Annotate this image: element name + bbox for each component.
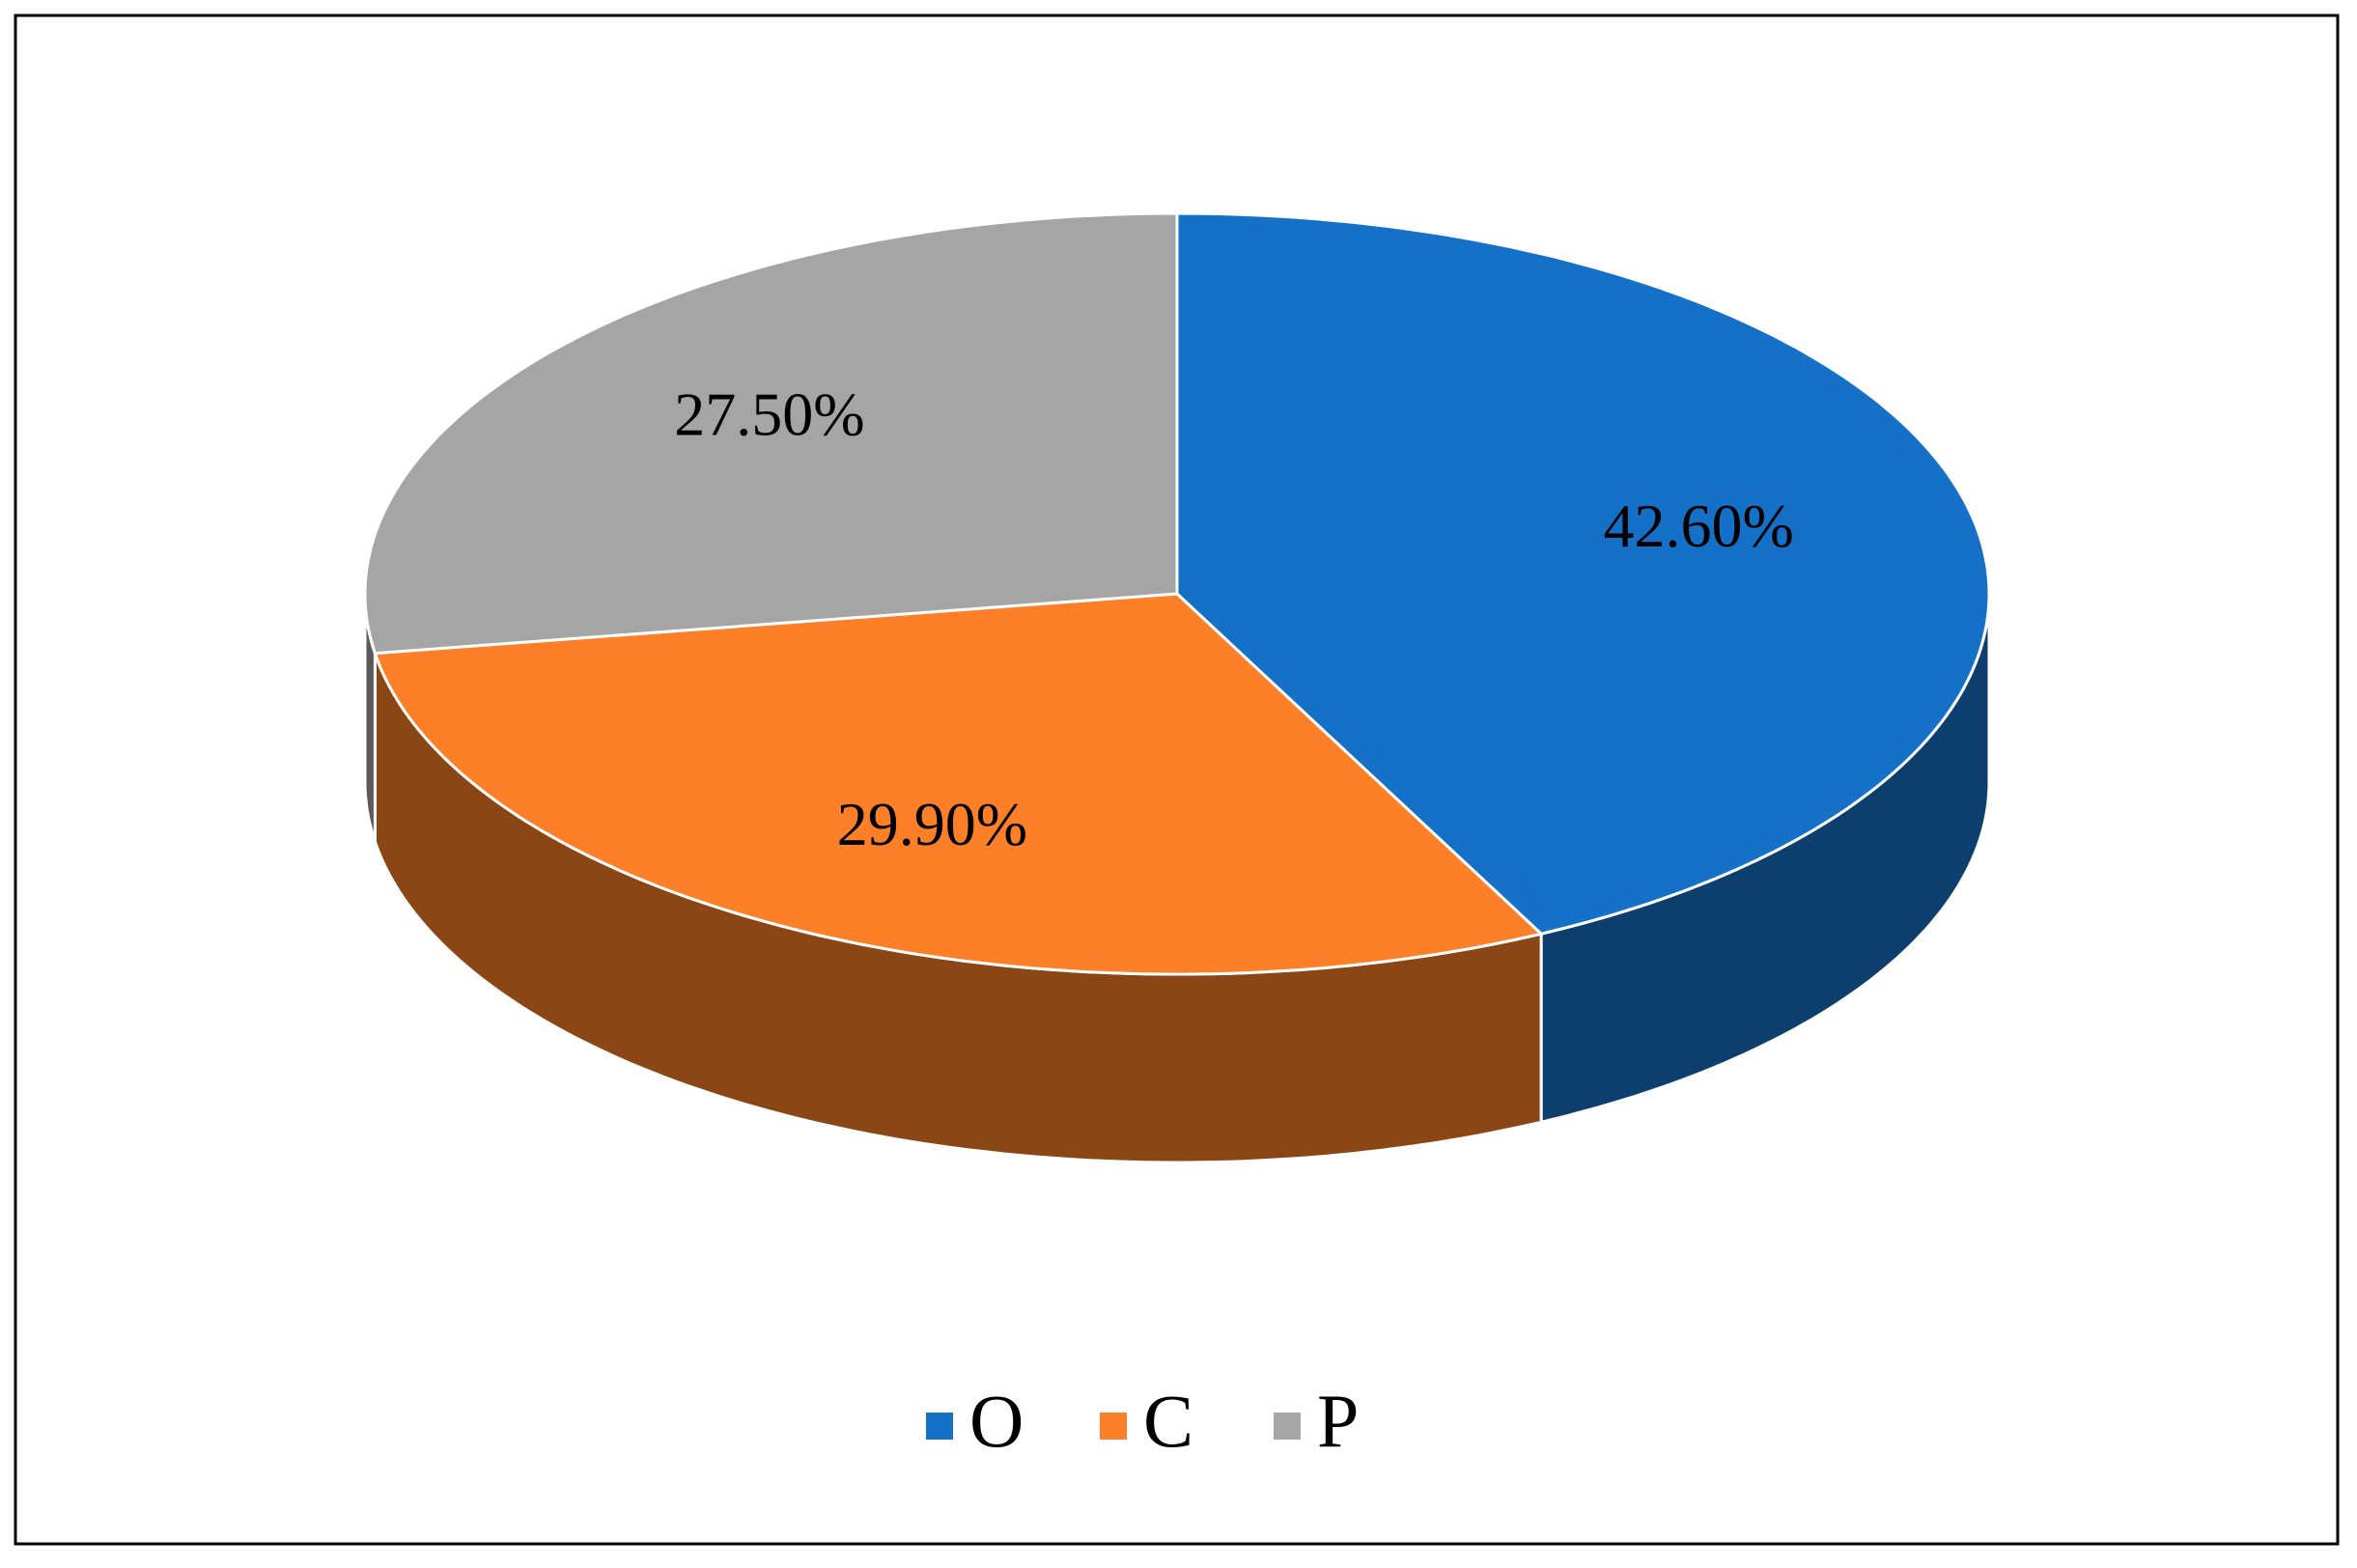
legend-swatch: [926, 1413, 953, 1440]
legend-label: C: [1143, 1379, 1193, 1463]
data-label: 42.60%: [1603, 491, 1793, 560]
legend-label: P: [1317, 1379, 1359, 1463]
legend-label: O: [969, 1379, 1024, 1463]
legend-swatch: [1274, 1413, 1301, 1440]
legend-swatch: [1100, 1413, 1127, 1440]
slice: [373, 592, 1545, 976]
data-label: 27.50%: [674, 380, 864, 449]
data-label: 29.90%: [837, 790, 1027, 858]
slice: [1175, 211, 1991, 936]
slice: [363, 211, 1179, 656]
